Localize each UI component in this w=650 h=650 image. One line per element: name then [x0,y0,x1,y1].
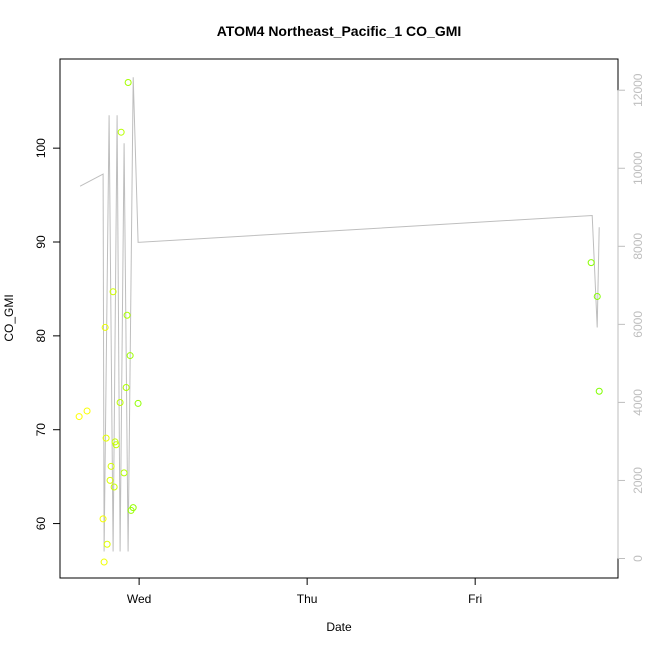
chart-title: ATOM4 Northeast_Pacific_1 CO_GMI [217,23,462,39]
x-tick-label: Fri [468,592,482,606]
x-axis-label: Date [326,620,352,634]
y2-tick-label: 8000 [631,233,645,260]
data-point [83,407,91,415]
plot-frame [59,58,619,579]
data-point [593,292,601,300]
y-tick-label: 90 [34,235,48,249]
x-tick-label: Wed [127,592,151,606]
data-point [124,78,132,86]
data-point [126,352,134,360]
axis-layer: Wed Thu Fri 60 70 80 90 100 0 2000 4000 6000 8000 100… [34,73,645,606]
data-point [99,515,107,523]
data-point [102,434,110,442]
y2-tick-label: 0 [631,555,645,562]
line-layer [79,77,600,552]
y2-tick-label: 4000 [631,389,645,416]
data-point [122,383,130,391]
data-point [587,259,595,267]
y2-tick-label: 2000 [631,467,645,494]
data-point [100,558,108,566]
data-point [595,387,603,395]
data-point [120,469,128,477]
data-point [117,128,125,136]
data-point [106,476,114,484]
y-tick-label: 100 [34,138,48,158]
data-point [75,413,83,421]
data-point [101,323,109,331]
data-point [109,288,117,296]
y2-tick-label: 6000 [631,311,645,338]
data-point [129,504,137,512]
x-tick-label: Thu [297,592,318,606]
data-point [134,399,142,407]
data-point [107,462,115,470]
y-axis-label: CO_GMI [2,294,16,341]
data-point [123,311,131,319]
point-layer [75,78,603,566]
data-point [103,540,111,548]
y2-tick-label: 10000 [631,151,645,185]
data-point [116,398,124,406]
series-line [79,77,600,552]
data-point [110,483,118,491]
y2-tick-label: 12000 [631,73,645,107]
y-tick-label: 70 [34,423,48,437]
data-point [112,441,120,449]
y-tick-label: 60 [34,517,48,531]
y-tick-label: 80 [34,329,48,343]
